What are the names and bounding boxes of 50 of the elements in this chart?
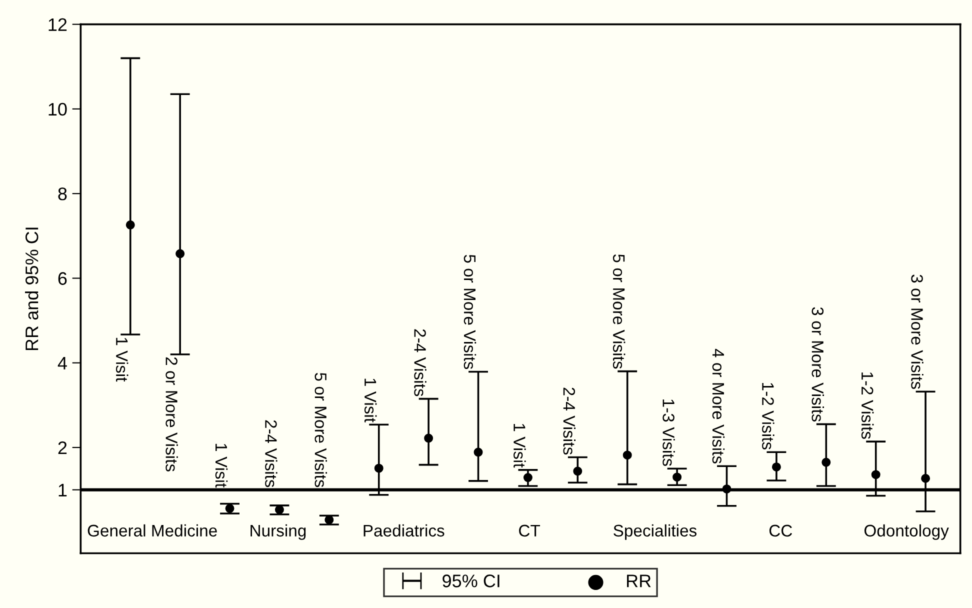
x-tick-label: 5 or More Visits	[464, 254, 476, 370]
point	[722, 484, 732, 494]
x-tick-label: 3 or More Visits	[911, 274, 924, 389]
annotation: General Medicine	[88, 524, 217, 537]
x-tick-label: 1-2 Visits	[861, 372, 874, 439]
point	[622, 450, 632, 460]
x-tick-label: 2-4 Visits	[265, 420, 278, 488]
point	[772, 462, 781, 472]
point	[672, 472, 682, 482]
x-tick-label: 1-3 Visits	[662, 400, 675, 466]
annotation: Nursing	[250, 524, 306, 540]
point	[474, 448, 483, 457]
x-tick-label: 5 or More Visits	[314, 372, 327, 488]
x-tick-label: 5 or More Visits	[612, 254, 626, 369]
y-tick-label: 6	[58, 272, 67, 285]
y-tick-label: 12	[48, 18, 67, 31]
point	[176, 249, 185, 258]
annotation: Odontology	[864, 524, 949, 540]
annotation: CT	[519, 524, 540, 537]
point	[424, 434, 434, 443]
annotation: CC	[769, 524, 792, 537]
x-tick-label: 2-4 Visits	[414, 329, 426, 396]
y-axis-title: RR and 95% CI	[25, 228, 38, 350]
legend-label: RR	[627, 574, 651, 588]
text: 95% CI	[442, 574, 500, 588]
x-tick-label: 1 Visit	[364, 378, 377, 422]
x-tick-label: 1-2 Visits	[762, 383, 774, 450]
annotation: Specialities	[614, 524, 697, 540]
x-tick-label: 4 or More Visits	[712, 348, 725, 464]
x-tick-label: 3 or More Visits	[812, 307, 824, 422]
y-tick-label: 1	[58, 484, 67, 496]
point	[921, 474, 930, 483]
point	[871, 470, 880, 480]
point	[374, 464, 384, 473]
annotation: Paediatrics	[364, 524, 444, 537]
y-tick-label: 4	[58, 356, 67, 370]
y-tick-label: 2	[58, 441, 67, 454]
x-tick-label: 1 Visit	[215, 444, 228, 488]
point	[523, 473, 532, 482]
point	[274, 505, 284, 514]
x-tick-label: 1 Visit	[514, 424, 526, 468]
y-tick-label: 10	[48, 102, 67, 116]
y-tick-label: 8	[58, 188, 67, 200]
x-tick-label: 2 or More Visits	[166, 357, 178, 472]
point	[822, 458, 831, 467]
x-tick-label: 2-4 Visits	[563, 388, 576, 455]
point	[225, 504, 234, 513]
point	[126, 220, 135, 230]
x-tick-label: 1 Visit	[116, 338, 128, 382]
point	[573, 466, 582, 476]
